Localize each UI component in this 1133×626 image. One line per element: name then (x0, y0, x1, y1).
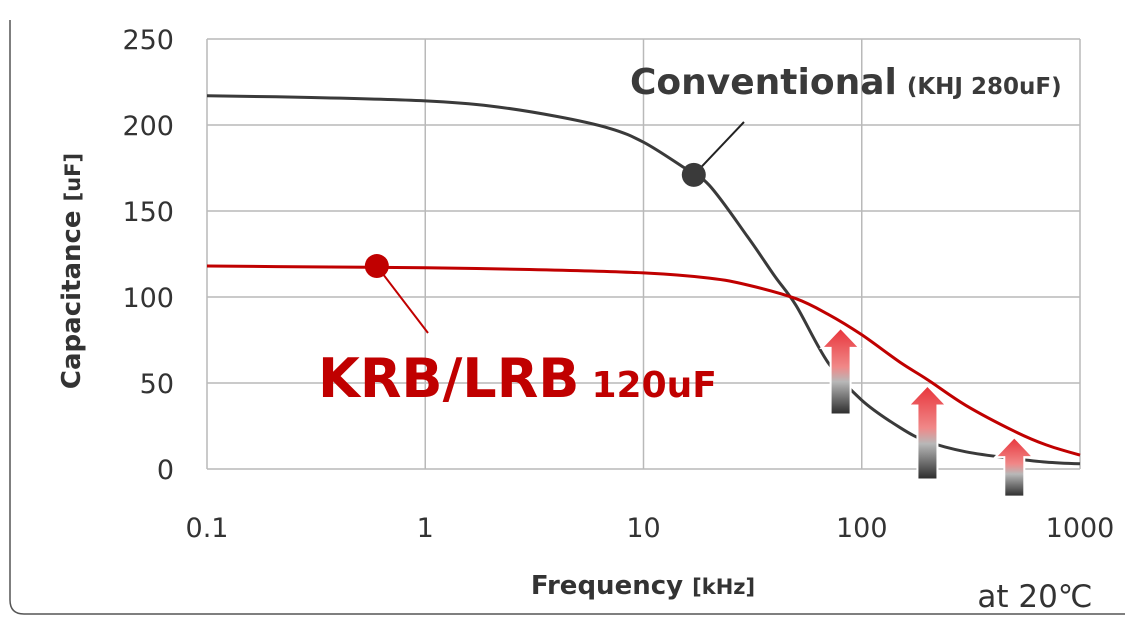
y-tick-label: 50 (140, 369, 174, 400)
y-tick-label: 200 (122, 111, 174, 142)
conventional-series-line (206, 94, 1081, 466)
improvement-arrow-icon (819, 326, 862, 416)
temperature-note: at 20℃ (977, 579, 1092, 615)
y-tick-label: 100 (122, 283, 174, 314)
krb-lrb-label: KRB/LRB 120uF (318, 347, 717, 410)
x-axis-label-main: Frequency (531, 571, 683, 601)
x-tick-label: 10 (626, 513, 660, 544)
y-tick-label: 150 (122, 197, 174, 228)
x-axis-label: Frequency [kHz] (531, 571, 755, 601)
frame-border (9, 20, 1125, 615)
x-tick-label: 1000 (1046, 513, 1115, 544)
improvement-arrow-icon (906, 384, 949, 481)
y-axis-label-main: Capacitance (57, 210, 87, 389)
krb-lrb-label-sub: 120uF (591, 365, 716, 406)
krb-lrb-series-line (206, 264, 1081, 457)
conventional-leader-line (693, 121, 745, 176)
y-axis-label-unit: [uF] (61, 153, 85, 202)
y-tick-labels: 0 50 100 150 200 250 (122, 25, 174, 486)
x-axis-label-unit: [kHz] (692, 575, 755, 599)
conventional-marker (681, 162, 706, 187)
x-tick-labels: 0.1 1 10 100 1000 (186, 513, 1115, 544)
conventional-label-sub: (KHJ 280uF) (907, 74, 1062, 100)
series-layer (206, 94, 1081, 466)
x-tick-label: 0.1 (186, 513, 229, 544)
conventional-label: Conventional (KHJ 280uF) (630, 62, 1062, 103)
y-tick-label: 250 (122, 25, 174, 56)
krb-lrb-label-main: KRB/LRB (318, 347, 579, 410)
krb-lrb-marker (364, 254, 389, 279)
series-labels: Conventional (KHJ 280uF) KRB/LRB 120uF (318, 62, 1062, 410)
y-tick-label: 0 (157, 455, 174, 486)
improvement-arrow-icon (992, 435, 1036, 498)
krb-lrb-leader-line (376, 265, 429, 334)
grid (206, 38, 1081, 470)
arrows-layer (819, 326, 1036, 498)
y-axis-label: Capacitance [uF] (57, 153, 87, 389)
conventional-label-main: Conventional (630, 62, 897, 103)
x-tick-label: 1 (417, 513, 434, 544)
x-tick-label: 100 (836, 513, 888, 544)
